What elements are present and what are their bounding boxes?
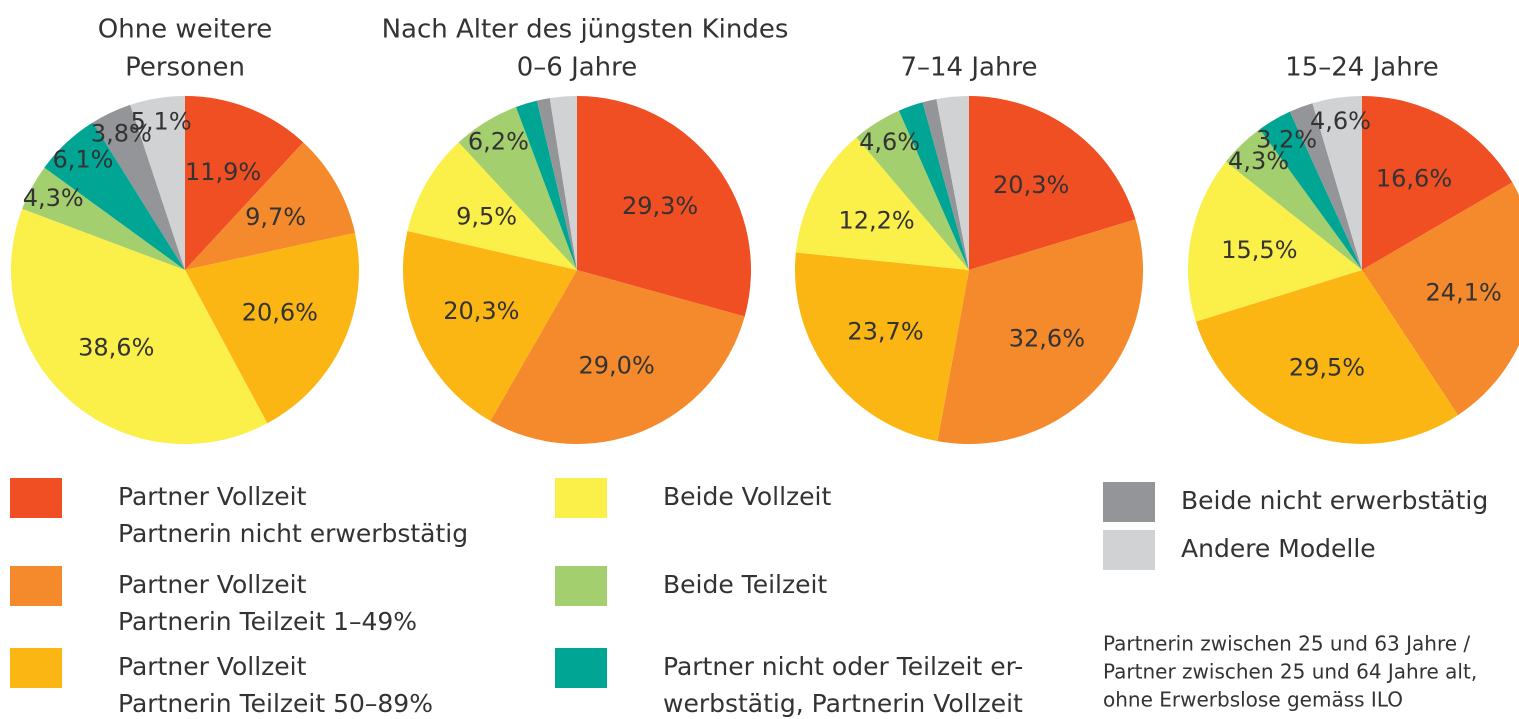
value-label: 9,7% (245, 203, 306, 231)
value-label: 38,6% (78, 334, 154, 362)
value-label: 20,3% (993, 171, 1069, 199)
pie-slice (458, 107, 577, 271)
value-label: 20,6% (242, 299, 318, 327)
value-label: 4,3% (1228, 147, 1289, 175)
pie-title: 15–24 Jahre (1285, 53, 1439, 83)
pie-slice (490, 270, 745, 445)
pie-slice (1312, 96, 1362, 270)
pie-slice (1362, 182, 1519, 416)
pie-slice (407, 142, 577, 270)
legend-label: werbstätig, Partnerin Vollzeit (663, 689, 1023, 718)
value-label: 3,8% (91, 120, 152, 148)
pie-slice (1225, 129, 1362, 270)
pie-slice (185, 96, 304, 270)
pie-slice (577, 96, 752, 317)
pie-slice (22, 167, 185, 270)
pie-slice (969, 96, 1136, 270)
value-label: 32,6% (1009, 325, 1085, 353)
pie-slice (1259, 111, 1362, 270)
value-label: 29,3% (622, 192, 698, 220)
pie-slice (856, 110, 969, 270)
legend-swatch (10, 478, 62, 518)
legend-label: Beide Vollzeit (663, 482, 831, 511)
note: Partnerin zwischen 25 und 63 Jahre / (1103, 632, 1470, 656)
value-label: 9,5% (456, 203, 517, 231)
legend-swatch (10, 648, 62, 688)
pie-slice (536, 98, 577, 270)
legend-swatch (10, 566, 62, 606)
pie-slice (130, 96, 185, 270)
pie-title: 7–14 Jahre (900, 53, 1037, 83)
pie-slice (795, 137, 969, 270)
legend-label: Partner nicht oder Teilzeit er- (663, 652, 1023, 681)
pie-slice (795, 252, 969, 442)
legend-label: Partnerin Teilzeit 50–89% (118, 689, 433, 718)
pie-slice (10, 208, 268, 444)
pie-slice (44, 122, 186, 271)
note: ohne Erwerbslose gemäss ILO (1103, 688, 1403, 712)
legend-label: Beide Teilzeit (663, 570, 827, 599)
value-label: 4,3% (23, 184, 84, 212)
pie-slice (1289, 103, 1362, 270)
value-label: 6,2% (468, 128, 529, 156)
legend-label: Partnerin nicht erwerbstätig (118, 519, 468, 548)
legend-label: Andere Modelle (1181, 534, 1376, 563)
pie-slice (898, 102, 969, 271)
value-label: 24,1% (1426, 279, 1502, 307)
value-label: 29,5% (1289, 353, 1365, 381)
legend-label: Partnerin Teilzeit 1–49% (118, 607, 417, 636)
legend-label: Beide nicht erwerbstätig (1181, 486, 1488, 515)
value-label: 11,9% (185, 158, 261, 186)
pie-slice (936, 96, 969, 270)
pie-slice (516, 100, 577, 270)
legend-swatch (555, 566, 607, 606)
pie-slice (1188, 161, 1362, 322)
legend-swatch (1103, 530, 1155, 570)
value-label: 4,6% (1310, 107, 1371, 135)
pie-title: Personen (125, 53, 245, 83)
pie-slice (1362, 96, 1513, 270)
legend-label: Partner Vollzeit (118, 482, 307, 511)
legend-label: Partner Vollzeit (118, 570, 307, 599)
value-label: 16,6% (1376, 164, 1452, 192)
value-label: 3,2% (1256, 126, 1317, 154)
pie-title: Ohne weitere (98, 15, 272, 45)
pie-slice (937, 219, 1144, 444)
legend-swatch (1103, 482, 1155, 522)
pie-slice (1195, 270, 1458, 444)
legend-label: Partner Vollzeit (118, 652, 307, 681)
pie-slice (922, 99, 969, 270)
legend-swatch (555, 478, 607, 518)
value-label: 29,0% (579, 352, 655, 380)
group-title: Nach Alter des jüngsten Kindes (382, 15, 789, 45)
pie-title: 0–6 Jahre (517, 53, 638, 83)
value-label: 6,1% (52, 146, 113, 174)
value-label: 23,7% (847, 318, 923, 346)
pie-slice (402, 230, 577, 421)
value-label: 15,5% (1221, 236, 1297, 264)
value-label: 12,2% (838, 206, 914, 234)
value-label: 5,1% (131, 107, 192, 135)
value-label: 20,3% (443, 297, 519, 325)
pie-slice (549, 96, 577, 270)
legend-swatch (555, 648, 607, 688)
pie-slice (185, 142, 355, 270)
pie-slice (92, 104, 185, 270)
pie-slice (185, 232, 359, 424)
note: Partner zwischen 25 und 64 Jahre alt, (1103, 660, 1477, 684)
value-label: 4,6% (859, 128, 920, 156)
